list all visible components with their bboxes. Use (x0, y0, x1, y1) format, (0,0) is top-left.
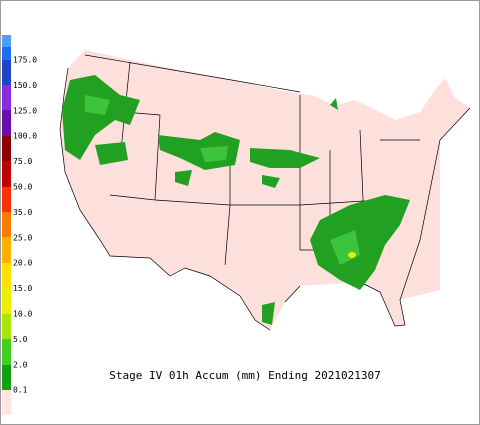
legend-label: 100.0 (13, 132, 37, 141)
legend-labels: 175.0 150.0 125.0 100.0 75.0 50.0 35.0 25.0 20.0… (13, 56, 37, 395)
legend-label: 0.1 (13, 386, 28, 395)
color-bar (2, 35, 11, 415)
map-title: Stage IV 01h Accum (mm) Ending 202102130… (109, 369, 381, 382)
legend-label: 25.0 (13, 233, 32, 242)
legend-label: 75.0 (13, 157, 32, 166)
legend-label: 125.0 (13, 106, 37, 115)
legend-label: 50.0 (13, 183, 32, 192)
legend-label: 150.0 (13, 81, 37, 90)
legend-label: 35.0 (13, 208, 32, 217)
map (59, 50, 471, 331)
legend-label: 2.0 (13, 360, 28, 369)
legend-label: 5.0 (13, 335, 28, 344)
legend-label: 20.0 (13, 259, 32, 268)
legend-label: 175.0 (13, 56, 37, 65)
legend-label: 10.0 (13, 310, 32, 319)
legend-label: 15.0 (13, 284, 32, 293)
